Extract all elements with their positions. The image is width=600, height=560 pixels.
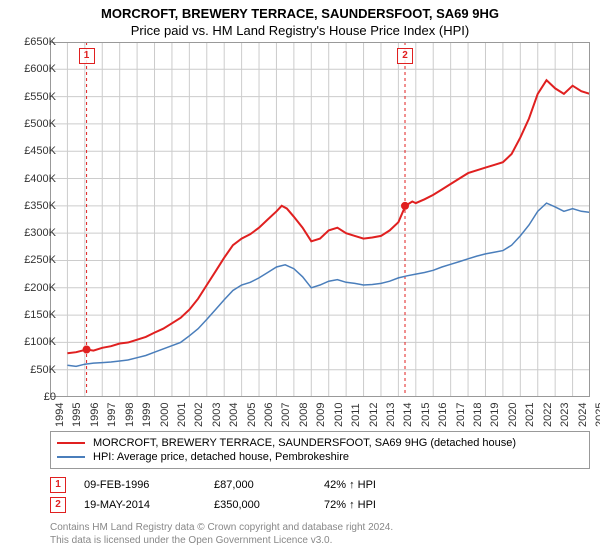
x-axis-label: 2005 bbox=[246, 403, 258, 427]
legend-label: MORCROFT, BREWERY TERRACE, SAUNDERSFOOT,… bbox=[93, 437, 516, 449]
x-axis-label: 1999 bbox=[141, 403, 153, 427]
footer-attribution: Contains HM Land Registry data © Crown c… bbox=[50, 521, 590, 547]
chart-subtitle: Price paid vs. HM Land Registry's House … bbox=[0, 21, 600, 42]
chart-container: { "title": "MORCROFT, BREWERY TERRACE, S… bbox=[0, 0, 600, 560]
x-axis-label: 2007 bbox=[280, 403, 292, 427]
y-axis-label: £150K bbox=[14, 309, 56, 321]
x-axis-label: 2025 bbox=[594, 403, 600, 427]
sales-row: 2 19-MAY-2014£350,00072% ↑ HPI bbox=[50, 495, 590, 515]
y-axis-label: £600K bbox=[14, 63, 56, 75]
y-axis-label: £400K bbox=[14, 173, 56, 185]
y-axis-label: £250K bbox=[14, 254, 56, 266]
y-axis-label: £300K bbox=[14, 227, 56, 239]
y-axis-label: £0 bbox=[14, 391, 56, 403]
x-axis-label: 2002 bbox=[193, 403, 205, 427]
y-axis-label: £650K bbox=[14, 36, 56, 48]
x-axis-label: 2013 bbox=[385, 403, 397, 427]
x-axis-label: 2008 bbox=[298, 403, 310, 427]
x-axis-label: 2021 bbox=[524, 403, 536, 427]
x-axis-label: 2011 bbox=[350, 403, 362, 427]
footer-line: This data is licensed under the Open Gov… bbox=[50, 534, 590, 547]
x-axis-label: 2024 bbox=[577, 403, 589, 427]
sales-marker-box: 2 bbox=[50, 497, 66, 513]
x-axis-label: 2006 bbox=[263, 403, 275, 427]
sales-price: £350,000 bbox=[214, 499, 324, 511]
sales-delta: 42% ↑ HPI bbox=[324, 479, 424, 491]
x-axis-label: 2012 bbox=[368, 403, 380, 427]
x-axis-label: 2010 bbox=[333, 403, 345, 427]
x-axis-label: 2015 bbox=[420, 403, 432, 427]
x-axis-label: 2017 bbox=[455, 403, 467, 427]
x-axis-label: 2019 bbox=[489, 403, 501, 427]
legend: MORCROFT, BREWERY TERRACE, SAUNDERSFOOT,… bbox=[50, 431, 590, 469]
chart-area bbox=[50, 42, 590, 397]
x-axis-label: 1995 bbox=[71, 403, 83, 427]
sale-marker: 1 bbox=[79, 48, 95, 64]
x-axis-label: 1996 bbox=[89, 403, 101, 427]
x-axis-label: 2001 bbox=[176, 403, 188, 427]
sales-row: 1 09-FEB-1996£87,00042% ↑ HPI bbox=[50, 475, 590, 495]
y-axis-label: £50K bbox=[14, 364, 56, 376]
legend-item: MORCROFT, BREWERY TERRACE, SAUNDERSFOOT,… bbox=[57, 436, 583, 450]
sales-table: 1 09-FEB-1996£87,00042% ↑ HPI 2 19-MAY-2014… bbox=[50, 475, 590, 515]
line-chart bbox=[50, 42, 590, 397]
x-axis-label: 2022 bbox=[542, 403, 554, 427]
legend-swatch bbox=[57, 456, 85, 458]
x-axis-label: 1998 bbox=[124, 403, 136, 427]
legend-item: HPI: Average price, detached house, Pemb… bbox=[57, 450, 583, 464]
x-axis-label: 2000 bbox=[159, 403, 171, 427]
legend-label: HPI: Average price, detached house, Pemb… bbox=[93, 451, 349, 463]
y-axis-label: £100K bbox=[14, 336, 56, 348]
y-axis-label: £450K bbox=[14, 145, 56, 157]
sales-delta: 72% ↑ HPI bbox=[324, 499, 424, 511]
x-axis-label: 2009 bbox=[315, 403, 327, 427]
x-axis-label: 1997 bbox=[106, 403, 118, 427]
sales-price: £87,000 bbox=[214, 479, 324, 491]
sales-date: 09-FEB-1996 bbox=[84, 479, 214, 491]
sales-date: 19-MAY-2014 bbox=[84, 499, 214, 511]
x-axis-label: 2018 bbox=[472, 403, 484, 427]
sales-marker-box: 1 bbox=[50, 477, 66, 493]
x-axis-label: 2014 bbox=[402, 403, 414, 427]
chart-title: MORCROFT, BREWERY TERRACE, SAUNDERSFOOT,… bbox=[0, 0, 600, 21]
y-axis-label: £500K bbox=[14, 118, 56, 130]
footer-line: Contains HM Land Registry data © Crown c… bbox=[50, 521, 590, 534]
sale-marker: 2 bbox=[397, 48, 413, 64]
y-axis-label: £350K bbox=[14, 200, 56, 212]
x-axis-label: 2016 bbox=[437, 403, 449, 427]
y-axis-label: £200K bbox=[14, 282, 56, 294]
x-axis-label: 2003 bbox=[211, 403, 223, 427]
x-axis-label: 2023 bbox=[559, 403, 571, 427]
legend-swatch bbox=[57, 442, 85, 444]
y-axis-label: £550K bbox=[14, 91, 56, 103]
x-axis-label: 2004 bbox=[228, 403, 240, 427]
x-axis-label: 2020 bbox=[507, 403, 519, 427]
x-axis-label: 1994 bbox=[54, 403, 66, 427]
